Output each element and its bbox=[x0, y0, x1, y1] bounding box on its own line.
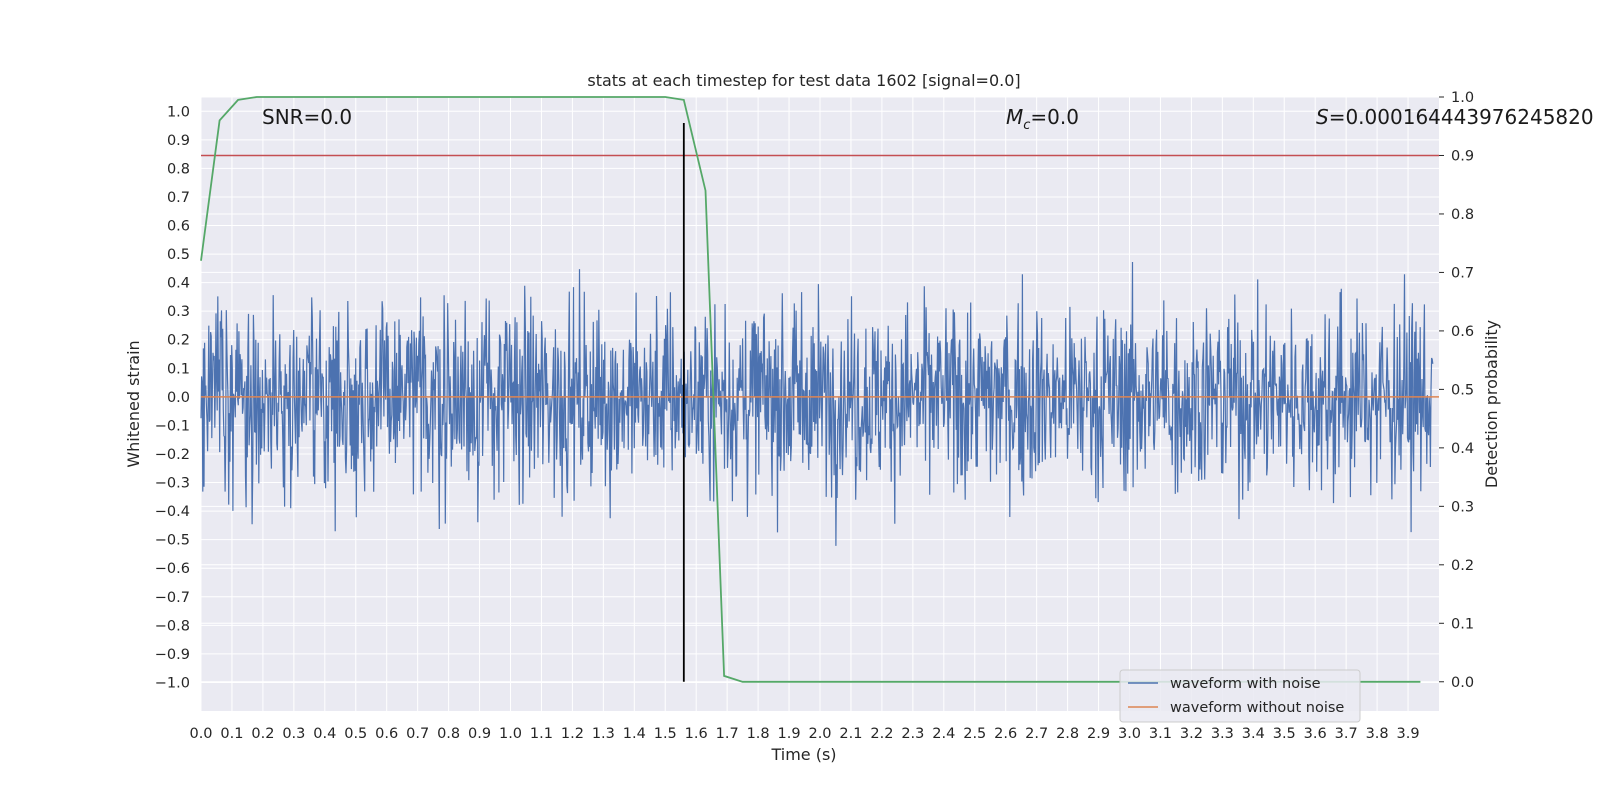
y-tick-label: −0.8 bbox=[155, 618, 190, 634]
y2-axis-ticks: 1.0 0.9 0.8 0.7 0.6 0.5 0.4 0.3 0.2 0.1 0.0 bbox=[1439, 90, 1474, 691]
x-tick-label: 2.6 bbox=[994, 726, 1017, 742]
y2-tick-label: 0.1 bbox=[1451, 616, 1474, 632]
y-tick-label: 0.5 bbox=[167, 247, 190, 263]
y-tick-label: 0.8 bbox=[167, 161, 190, 177]
x-tick-label: 0.9 bbox=[468, 726, 491, 742]
y-tick-label: −0.9 bbox=[155, 647, 190, 663]
annotation-mc-subscript: c bbox=[1023, 118, 1030, 133]
y2-tick-label: 1.0 bbox=[1451, 90, 1474, 106]
y-tick-label: 1.0 bbox=[167, 104, 190, 120]
y-tick-label: 0.4 bbox=[167, 276, 190, 292]
x-tick-label: 1.7 bbox=[716, 726, 739, 742]
y-axis-label: Whitened strain bbox=[124, 340, 143, 467]
x-tick-label: 1.2 bbox=[561, 726, 584, 742]
x-tick-label: 3.5 bbox=[1273, 726, 1296, 742]
x-tick-label: 2.1 bbox=[839, 726, 862, 742]
y2-tick-label: 0.3 bbox=[1451, 499, 1474, 515]
annotation-s-symbol: S bbox=[1316, 105, 1329, 129]
x-tick-label: 1.1 bbox=[530, 726, 553, 742]
x-tick-label: 2.3 bbox=[901, 726, 924, 742]
x-tick-label: 1.8 bbox=[747, 726, 770, 742]
annotation-mc-value: =0.0 bbox=[1030, 105, 1079, 129]
x-tick-label: 3.8 bbox=[1366, 726, 1389, 742]
y-tick-label: −0.6 bbox=[155, 561, 190, 577]
y-tick-label: −0.1 bbox=[155, 418, 190, 434]
annotation-snr: SNR=0.0 bbox=[262, 105, 352, 129]
annotation-mc-symbol: M bbox=[1006, 105, 1023, 129]
y2-tick-label: 0.7 bbox=[1451, 265, 1474, 281]
y-tick-label: 0.2 bbox=[167, 333, 190, 349]
x-tick-label: 2.7 bbox=[1025, 726, 1048, 742]
chart-title: stats at each timestep for test data 160… bbox=[587, 71, 1020, 90]
x-tick-label: 2.4 bbox=[932, 726, 955, 742]
legend: waveform with noise waveform without noi… bbox=[1119, 669, 1361, 723]
x-tick-label: 3.3 bbox=[1211, 726, 1234, 742]
x-tick-label: 0.7 bbox=[406, 726, 429, 742]
x-tick-label: 1.6 bbox=[685, 726, 708, 742]
y-tick-label: −0.2 bbox=[155, 447, 190, 463]
x-tick-label: 3.6 bbox=[1304, 726, 1327, 742]
y-tick-label: 0.7 bbox=[167, 190, 190, 206]
x-tick-label: 0.6 bbox=[375, 726, 398, 742]
y-tick-label: −0.4 bbox=[155, 504, 190, 520]
x-tick-label: 2.2 bbox=[870, 726, 893, 742]
probability-line bbox=[200, 96, 1421, 683]
x-axis-label: Time (s) bbox=[770, 745, 836, 764]
x-tick-label: 3.1 bbox=[1149, 726, 1172, 742]
x-tick-label: 3.7 bbox=[1335, 726, 1358, 742]
y2-tick-label: 0.5 bbox=[1451, 382, 1474, 398]
y-tick-label: −0.7 bbox=[155, 590, 190, 606]
y2-tick-label: 0.8 bbox=[1451, 207, 1474, 223]
legend-label-noise: waveform with noise bbox=[1170, 676, 1321, 692]
annotation-chirp-mass: Mc=0.0 bbox=[1006, 105, 1079, 133]
y2-axis-label: Detection probability bbox=[1482, 320, 1501, 488]
x-tick-label: 1.3 bbox=[592, 726, 615, 742]
x-tick-label: 1.5 bbox=[654, 726, 677, 742]
x-tick-label: 2.9 bbox=[1087, 726, 1110, 742]
x-tick-label: 0.1 bbox=[220, 726, 243, 742]
y2-tick-label: 0.6 bbox=[1451, 324, 1474, 340]
y2-tick-label: 0.4 bbox=[1451, 441, 1474, 457]
x-tick-label: 2.0 bbox=[808, 726, 831, 742]
y-tick-label: 0.0 bbox=[167, 390, 190, 406]
x-tick-label: 3.4 bbox=[1242, 726, 1265, 742]
y-tick-label: 0.1 bbox=[167, 361, 190, 377]
x-tick-label: 3.9 bbox=[1397, 726, 1420, 742]
y-tick-label: 0.6 bbox=[167, 219, 190, 235]
x-tick-label: 0.2 bbox=[251, 726, 274, 742]
annotation-s-value: =0.000164443976245820 bbox=[1329, 105, 1594, 129]
y2-tick-label: 0.9 bbox=[1451, 148, 1474, 164]
y2-tick-label: 0.2 bbox=[1451, 558, 1474, 574]
x-tick-label: 2.5 bbox=[963, 726, 986, 742]
x-tick-label: 0.8 bbox=[437, 726, 460, 742]
y2-tick-label: 0.0 bbox=[1451, 675, 1474, 691]
x-tick-label: 2.8 bbox=[1056, 726, 1079, 742]
annotation-s: S=0.000164443976245820 bbox=[1316, 105, 1594, 129]
y-axis-ticks: 1.0 0.9 0.8 0.7 0.6 0.5 0.4 0.3 0.2 0.1 0.0 −0.1 −0.… bbox=[155, 104, 190, 691]
y-tick-label: 0.9 bbox=[167, 133, 190, 149]
legend-box bbox=[1119, 669, 1361, 723]
x-tick-label: 1.0 bbox=[499, 726, 522, 742]
x-tick-label: 1.9 bbox=[778, 726, 801, 742]
x-tick-label: 1.4 bbox=[623, 726, 646, 742]
y-tick-label: −0.3 bbox=[155, 476, 190, 492]
y-tick-label: −1.0 bbox=[155, 675, 190, 691]
x-tick-label: 0.0 bbox=[189, 726, 212, 742]
y-tick-label: 0.3 bbox=[167, 304, 190, 320]
x-tick-label: 0.3 bbox=[282, 726, 305, 742]
legend-label-clean: waveform without noise bbox=[1170, 700, 1344, 716]
y-tick-label: −0.5 bbox=[155, 533, 190, 549]
noise-line bbox=[200, 261, 1434, 546]
x-axis-ticks: 0.0 0.1 0.2 0.3 0.4 0.5 0.6 0.7 0.8 0.9 1.0 1.1 1.2 1… bbox=[189, 726, 1419, 742]
x-tick-label: 3.0 bbox=[1118, 726, 1141, 742]
series-detection-probability bbox=[200, 96, 1421, 683]
x-tick-label: 0.4 bbox=[313, 726, 336, 742]
x-tick-label: 0.5 bbox=[344, 726, 367, 742]
series-waveform-with-noise bbox=[200, 261, 1434, 546]
x-tick-label: 3.2 bbox=[1180, 726, 1203, 742]
